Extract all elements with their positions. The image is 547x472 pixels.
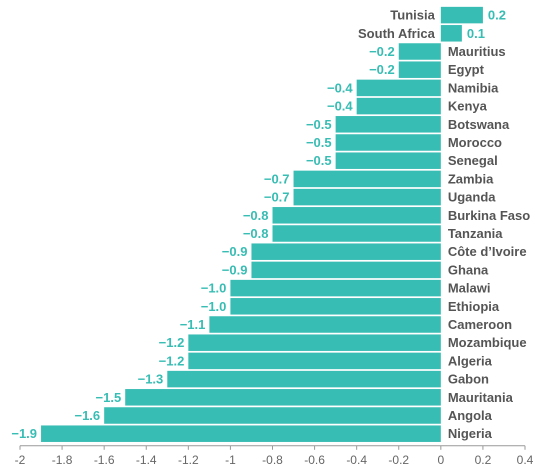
bars-group: [41, 6, 483, 442]
bar: [356, 79, 441, 97]
bar: [335, 152, 441, 169]
value-label: −1.5: [96, 390, 122, 405]
category-label: Kenya: [448, 99, 488, 114]
bar: [251, 261, 441, 279]
category-label: Côte d’Ivoire: [448, 244, 527, 259]
category-label: Cameroon: [448, 317, 512, 332]
bar: [335, 116, 441, 133]
x-tick-label: -0.2: [388, 453, 409, 467]
category-label: Tunisia: [390, 8, 435, 23]
value-label: −0.7: [264, 171, 290, 186]
category-label: Mauritius: [448, 44, 506, 59]
x-tick-label: -1.2: [178, 453, 199, 467]
category-label: Mauritania: [448, 390, 514, 405]
value-label: −0.5: [306, 135, 332, 150]
value-label: −0.9: [222, 244, 248, 259]
category-label: South Africa: [358, 26, 436, 41]
bar: [209, 316, 441, 333]
value-label: −0.5: [306, 117, 332, 132]
bar: [104, 407, 441, 424]
bar: [272, 225, 441, 242]
category-label: Algeria: [448, 353, 493, 368]
category-label: Senegal: [448, 153, 498, 168]
category-label: Burkina Faso: [448, 208, 530, 223]
value-label: 0.1: [467, 26, 485, 41]
bar: [440, 25, 462, 42]
category-label: Ethiopia: [448, 299, 500, 314]
value-label: −1.2: [159, 353, 185, 368]
category-label: Ghana: [448, 262, 489, 277]
bar: [230, 298, 441, 315]
x-tick-label: -1.8: [52, 453, 73, 467]
x-tick-label: -2: [15, 453, 26, 467]
category-label: Namibia: [448, 80, 499, 95]
category-label: Gabon: [448, 372, 489, 387]
value-label: −1.0: [201, 299, 227, 314]
value-label: −0.2: [369, 44, 395, 59]
value-label: −0.4: [327, 80, 353, 95]
category-label: Nigeria: [448, 426, 493, 441]
category-label: Zambia: [448, 171, 494, 186]
bar: [272, 207, 441, 224]
bar: [251, 243, 441, 260]
value-labels-group: 0.20.1 −0.2 −0.2 −0.4 −0.4 −0.5 −0.5 −0.5 −0.7 −0…: [11, 8, 506, 442]
x-tick-label: -0.6: [304, 453, 325, 467]
value-label: −1.9: [11, 426, 37, 441]
x-tick-label: -1.6: [94, 453, 115, 467]
value-label: −0.8: [243, 208, 269, 223]
bar: [335, 134, 441, 151]
bar: [167, 370, 441, 388]
x-tick-label: 0.2: [475, 453, 492, 467]
x-tick-label: -0.8: [262, 453, 283, 467]
category-label: Morocco: [448, 135, 502, 150]
category-label: Angola: [448, 408, 493, 423]
value-label: −0.9: [222, 262, 248, 277]
category-label: Egypt: [448, 62, 485, 77]
x-tick-label: -0.4: [346, 453, 367, 467]
value-label: −0.4: [327, 99, 353, 114]
category-label: Botswana: [448, 117, 510, 132]
category-label: Mozambique: [448, 335, 527, 350]
value-label: −0.2: [369, 62, 395, 77]
category-label: Malawi: [448, 281, 491, 296]
value-label: −1.6: [74, 408, 100, 423]
x-axis-ticks-group: -2 -1.8 -1.6 -1.4 -1.2 -1 -0.8 -0.6 -0.4 -0.2 0 0.2…: [15, 445, 534, 467]
category-label: Tanzania: [448, 226, 503, 241]
bar: [188, 352, 441, 370]
value-label: 0.2: [488, 8, 506, 23]
bar: [41, 425, 441, 442]
x-tick-label: -1.4: [136, 453, 157, 467]
value-label: −1.3: [138, 372, 164, 387]
x-tick-label: 0.4: [517, 453, 534, 467]
x-tick-label: -1: [225, 453, 236, 467]
category-labels-group: Tunisia South Africa Mauritius Egypt Namibia…: [358, 8, 530, 442]
bar: [398, 61, 441, 78]
value-label: −0.8: [243, 226, 269, 241]
value-label: −0.7: [264, 190, 290, 205]
value-label: −0.5: [306, 153, 332, 168]
x-tick-label: 0: [437, 453, 444, 467]
bar: [293, 188, 441, 206]
bar: [188, 334, 441, 351]
value-label: −1.1: [180, 317, 206, 332]
bar: [230, 279, 441, 297]
bar: [440, 6, 483, 24]
category-label: Uganda: [448, 190, 496, 205]
value-label: −1.2: [159, 335, 185, 350]
bar: [398, 43, 441, 60]
bar: [125, 389, 441, 406]
bar: [356, 97, 441, 115]
bar: [293, 170, 441, 188]
value-label: −1.0: [201, 281, 227, 296]
